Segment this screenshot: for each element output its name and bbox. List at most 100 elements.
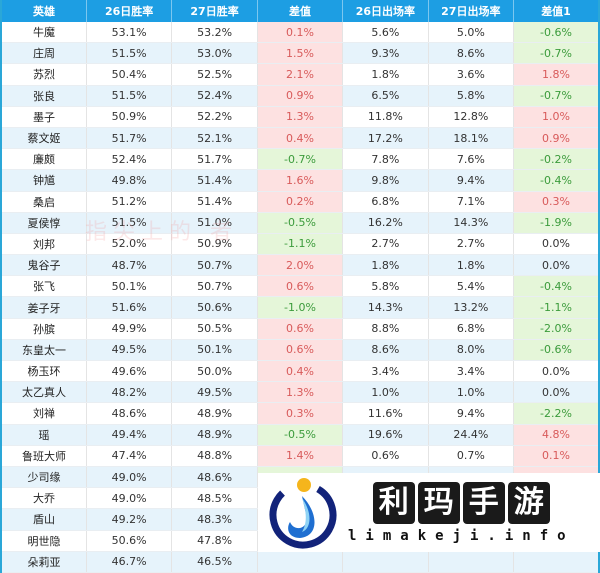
table-row: 墨子 50.9% 52.2% 1.3% 11.8% 12.8% 1.0%	[1, 106, 600, 128]
hero-name-cell: 鬼谷子	[1, 254, 87, 277]
value-cell: 1.0%	[428, 381, 515, 404]
value-cell: 13.2%	[428, 296, 515, 319]
value-cell: 53.1%	[86, 22, 173, 44]
value-cell: -0.7%	[257, 148, 344, 171]
table-row: 张飞 50.1% 50.7% 0.6% 5.8% 5.4% -0.4%	[1, 275, 600, 298]
value-cell: 50.6%	[86, 530, 173, 552]
value-cell: 18.1%	[428, 127, 515, 150]
value-cell: 9.3%	[342, 42, 429, 65]
value-cell: 51.5%	[86, 42, 173, 65]
hero-name-cell: 孙膑	[1, 318, 87, 340]
value-cell: 9.4%	[428, 402, 515, 425]
value-cell: 0.4%	[257, 127, 344, 150]
table-row: 刘邦 52.0% 50.9% -1.1% 2.7% 2.7% 0.0%	[1, 233, 600, 256]
value-cell: 0.3%	[257, 402, 344, 425]
value-cell: 46.5%	[171, 551, 258, 573]
value-cell: 0.7%	[428, 445, 515, 467]
value-cell: 47.4%	[86, 445, 173, 467]
value-cell: 50.5%	[171, 318, 258, 340]
hero-name-cell: 刘禅	[1, 402, 87, 425]
value-cell: 0.6%	[257, 275, 344, 298]
value-cell: 16.2%	[342, 212, 429, 234]
table-row: 鬼谷子 48.7% 50.7% 2.0% 1.8% 1.8% 0.0%	[1, 254, 600, 277]
hero-name-cell: 桑启	[1, 191, 87, 213]
value-cell: 19.6%	[342, 424, 429, 446]
value-cell: 50.4%	[86, 63, 173, 86]
value-cell: 2.1%	[257, 63, 344, 86]
value-cell: -0.5%	[257, 212, 344, 234]
value-cell: 49.5%	[86, 339, 173, 362]
value-cell: -0.4%	[513, 275, 600, 298]
value-cell: -1.9%	[513, 212, 600, 234]
value-cell: 1.8%	[513, 63, 600, 86]
value-cell: 12.8%	[428, 106, 515, 128]
table-row: 张良 51.5% 52.4% 0.9% 6.5% 5.8% -0.7%	[1, 85, 600, 107]
value-cell: 5.4%	[428, 275, 515, 298]
table-row: 钟馗 49.8% 51.4% 1.6% 9.8% 9.4% -0.4%	[1, 169, 600, 192]
value-cell: 49.2%	[86, 508, 173, 531]
column-header: 差值	[257, 0, 344, 22]
site-logo-overlay: 利 玛 手 游 limakeji.info	[258, 473, 600, 552]
value-cell: 3.4%	[342, 360, 429, 383]
column-header: 英雄	[1, 0, 87, 22]
column-header: 27日胜率	[171, 0, 258, 22]
value-cell: 48.9%	[171, 424, 258, 446]
value-cell	[513, 551, 600, 573]
hero-name-cell: 盾山	[1, 508, 87, 531]
value-cell: 46.7%	[86, 551, 173, 573]
table-row: 瑶 49.4% 48.9% -0.5% 19.6% 24.4% 4.8%	[1, 424, 600, 446]
hero-name-cell: 明世隐	[1, 530, 87, 552]
table-row: 鲁班大师 47.4% 48.8% 1.4% 0.6% 0.7% 0.1%	[1, 445, 600, 467]
value-cell: 2.7%	[342, 233, 429, 256]
value-cell: 1.8%	[342, 254, 429, 277]
value-cell: 5.6%	[342, 22, 429, 44]
value-cell: -0.7%	[513, 42, 600, 65]
value-cell: 50.7%	[171, 254, 258, 277]
value-cell: 52.5%	[171, 63, 258, 86]
value-cell: 5.8%	[428, 85, 515, 107]
value-cell: 3.6%	[428, 63, 515, 86]
column-header: 26日胜率	[86, 0, 173, 22]
table-row: 杨玉环 49.6% 50.0% 0.4% 3.4% 3.4% 0.0%	[1, 360, 600, 383]
hero-name-cell: 庄周	[1, 42, 87, 65]
value-cell: 7.8%	[342, 148, 429, 171]
value-cell: 0.3%	[513, 191, 600, 213]
table-row: 孙膑 49.9% 50.5% 0.6% 8.8% 6.8% -2.0%	[1, 318, 600, 340]
logo-char: 利	[372, 481, 415, 524]
logo-emblem-icon	[269, 477, 337, 548]
value-cell: 51.4%	[171, 169, 258, 192]
hero-name-cell: 姜子牙	[1, 296, 87, 319]
value-cell: 0.0%	[513, 381, 600, 404]
value-cell: -2.0%	[513, 318, 600, 340]
value-cell: 52.4%	[86, 148, 173, 171]
value-cell: 8.6%	[342, 339, 429, 362]
hero-name-cell: 鲁班大师	[1, 445, 87, 467]
value-cell: 50.6%	[171, 296, 258, 319]
value-cell: 49.4%	[86, 424, 173, 446]
hero-name-cell: 廉颇	[1, 148, 87, 171]
value-cell: 0.1%	[257, 22, 344, 44]
hero-name-cell: 瑶	[1, 424, 87, 446]
value-cell: 14.3%	[342, 296, 429, 319]
logo-text: 利 玛 手 游 limakeji.info	[348, 481, 575, 544]
hero-name-cell: 张飞	[1, 275, 87, 298]
value-cell: 8.8%	[342, 318, 429, 340]
value-cell: 8.0%	[428, 339, 515, 362]
value-cell: 0.1%	[513, 445, 600, 467]
table-row: 夏侯惇 51.5% 51.0% -0.5% 16.2% 14.3% -1.9%	[1, 212, 600, 234]
value-cell: 52.1%	[171, 127, 258, 150]
logo-char: 玛	[417, 481, 460, 524]
value-cell: 0.6%	[257, 318, 344, 340]
logo-url: limakeji.info	[348, 527, 575, 544]
value-cell: 48.8%	[171, 445, 258, 467]
value-cell: -0.6%	[513, 339, 600, 362]
value-cell: 50.1%	[171, 339, 258, 362]
value-cell: 1.5%	[257, 42, 344, 65]
value-cell: 5.0%	[428, 22, 515, 44]
table-header-row: 英雄 26日胜率 27日胜率 差值 26日出场率 27日出场率 差值1	[1, 0, 600, 22]
value-cell: 4.8%	[513, 424, 600, 446]
value-cell	[428, 551, 515, 573]
value-cell: 1.3%	[257, 381, 344, 404]
value-cell: 53.2%	[171, 22, 258, 44]
